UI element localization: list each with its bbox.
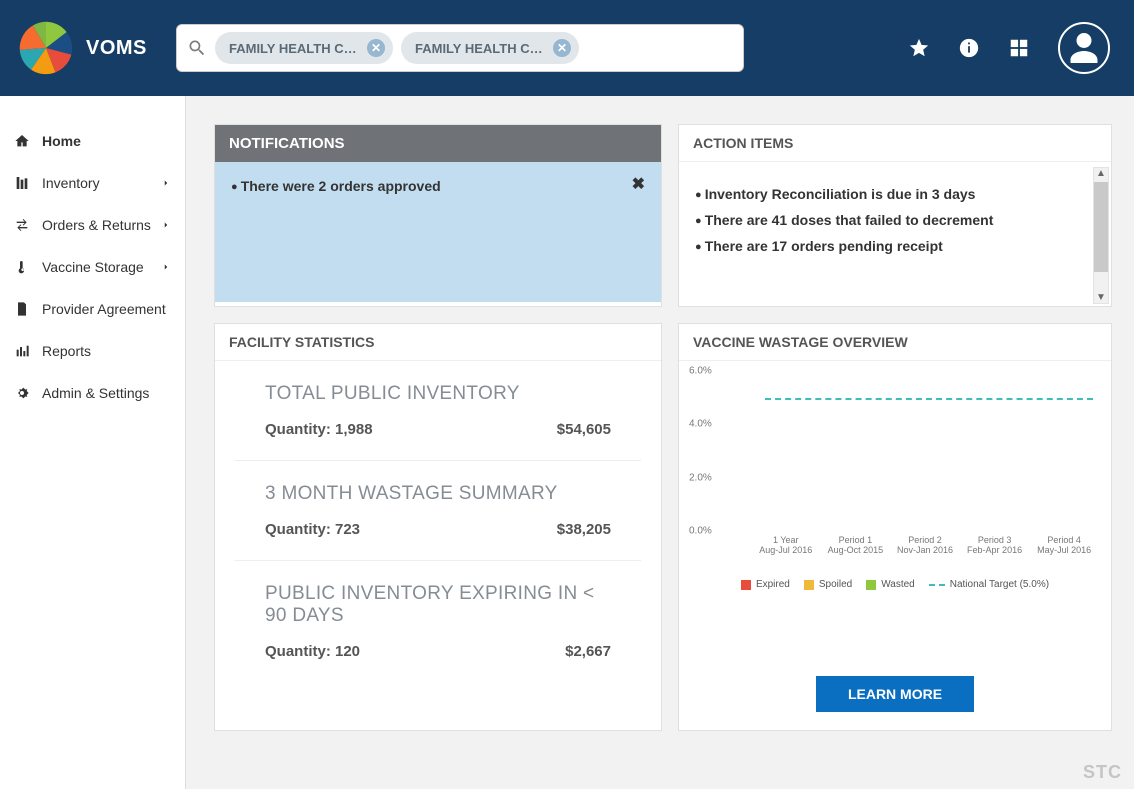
scrollbar[interactable]: ▲ ▼ (1093, 167, 1109, 304)
sidebar-item-label: Inventory (42, 175, 100, 191)
brand-group: VOMS (16, 18, 176, 78)
sidebar-item-label: Reports (42, 343, 91, 359)
sidebar-item-label: Vaccine Storage (42, 259, 144, 275)
search-chip[interactable]: FAMILY HEALTH CEN... ✕ (401, 32, 579, 64)
document-icon (14, 301, 30, 317)
sidebar-item-vaccine-storage[interactable]: Vaccine Storage (0, 246, 185, 288)
chip-remove-icon[interactable]: ✕ (367, 39, 385, 57)
notification-item: ✖ There were 2 orders approved (215, 162, 661, 302)
wastage-title: VACCINE WASTAGE OVERVIEW (679, 324, 1111, 361)
search-chip-label: FAMILY HEALTH CEN... (415, 41, 545, 56)
global-search[interactable]: FAMILY HEALTH CEN... ✕ FAMILY HEALTH CEN… (176, 24, 744, 72)
main-content: NOTIFICATIONS ✖ There were 2 orders appr… (186, 96, 1134, 789)
reports-icon (14, 343, 30, 359)
sidebar-item-home[interactable]: Home (0, 120, 185, 162)
scroll-up-icon[interactable]: ▲ (1096, 168, 1106, 179)
chevron-right-icon (161, 262, 171, 272)
notification-text: There were 2 orders approved (231, 178, 645, 194)
thermometer-icon (14, 259, 30, 275)
sidebar-item-label: Provider Agreement (42, 301, 166, 317)
sidebar-item-label: Home (42, 133, 81, 149)
chart-legend: ExpiredSpoiledWastedNational Target (5.0… (691, 579, 1099, 590)
orders-icon (14, 217, 30, 233)
stat-heading: 3 MONTH WASTAGE SUMMARY (265, 483, 611, 505)
action-item: Inventory Reconciliation is due in 3 day… (695, 186, 1095, 202)
search-chip[interactable]: FAMILY HEALTH CEN... ✕ (215, 32, 393, 64)
vaccine-wastage-card: VACCINE WASTAGE OVERVIEW 1 YearAug-Jul 2… (678, 323, 1112, 731)
action-item: There are 41 doses that failed to decrem… (695, 212, 1095, 228)
action-items-title: ACTION ITEMS (679, 125, 1111, 162)
user-avatar[interactable] (1058, 22, 1110, 74)
home-icon (14, 133, 30, 149)
chevron-right-icon (161, 178, 171, 188)
app-logo-icon (16, 18, 76, 78)
sidebar-item-inventory[interactable]: Inventory (0, 162, 185, 204)
footer-logo: STC (1083, 762, 1122, 783)
search-icon (187, 38, 207, 58)
stat-block: PUBLIC INVENTORY EXPIRING IN < 90 DAYS Q… (235, 561, 641, 682)
settings-icon (14, 385, 30, 401)
scroll-thumb[interactable] (1094, 182, 1108, 272)
wastage-chart: 1 YearAug-Jul 2016Period 1Aug-Oct 2015Pe… (721, 371, 1099, 561)
stat-block: TOTAL PUBLIC INVENTORY Quantity: 1,988 $… (235, 361, 641, 461)
action-item: There are 17 orders pending receipt (695, 238, 1095, 254)
close-icon[interactable]: ✖ (632, 174, 645, 194)
apps-grid-icon[interactable] (1008, 37, 1030, 59)
stat-qty: Quantity: 723 (265, 521, 360, 538)
facility-statistics-card: FACILITY STATISTICS TOTAL PUBLIC INVENTO… (214, 323, 662, 731)
sidebar-item-reports[interactable]: Reports (0, 330, 185, 372)
notifications-title: NOTIFICATIONS (215, 125, 661, 162)
stat-amount: $54,605 (557, 421, 611, 438)
brand-name: VOMS (86, 37, 147, 60)
chip-remove-icon[interactable]: ✕ (553, 39, 571, 57)
sidebar-nav: Home Inventory Orders & Returns Vaccine … (0, 96, 186, 789)
user-icon (1066, 30, 1102, 66)
stat-block: 3 MONTH WASTAGE SUMMARY Quantity: 723 $3… (235, 461, 641, 561)
help-info-icon[interactable] (958, 37, 980, 59)
chevron-right-icon (161, 220, 171, 230)
app-header: VOMS FAMILY HEALTH CEN... ✕ FAMILY HEALT… (0, 0, 1134, 96)
stat-amount: $2,667 (565, 643, 611, 660)
learn-more-button[interactable]: LEARN MORE (816, 676, 974, 712)
stat-heading: PUBLIC INVENTORY EXPIRING IN < 90 DAYS (265, 583, 611, 627)
search-chip-label: FAMILY HEALTH CEN... (229, 41, 359, 56)
sidebar-item-admin-settings[interactable]: Admin & Settings (0, 372, 185, 414)
inventory-icon (14, 175, 30, 191)
sidebar-item-label: Orders & Returns (42, 217, 151, 233)
scroll-down-icon[interactable]: ▼ (1096, 292, 1106, 303)
stat-qty: Quantity: 120 (265, 643, 360, 660)
favorites-star-icon[interactable] (908, 37, 930, 59)
sidebar-item-provider-agreement[interactable]: Provider Agreement (0, 288, 185, 330)
stat-qty: Quantity: 1,988 (265, 421, 373, 438)
stat-heading: TOTAL PUBLIC INVENTORY (265, 383, 611, 405)
sidebar-item-orders-returns[interactable]: Orders & Returns (0, 204, 185, 246)
notifications-card: NOTIFICATIONS ✖ There were 2 orders appr… (214, 124, 662, 307)
sidebar-item-label: Admin & Settings (42, 385, 149, 401)
facility-stats-title: FACILITY STATISTICS (215, 324, 661, 361)
action-items-card: ACTION ITEMS Inventory Reconciliation is… (678, 124, 1112, 307)
stat-amount: $38,205 (557, 521, 611, 538)
